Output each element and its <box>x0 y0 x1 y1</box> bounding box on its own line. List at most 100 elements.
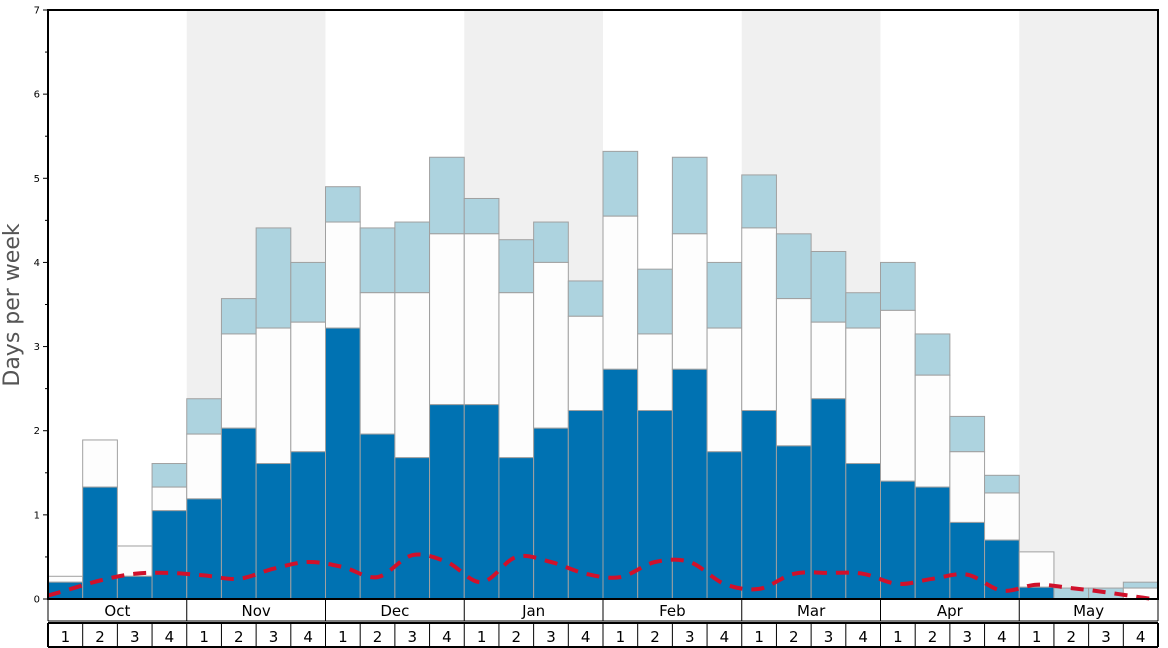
y-tick-label: 2 <box>34 426 40 437</box>
bar-middle-segment <box>290 321 326 453</box>
bar-base-segment <box>394 457 431 600</box>
bar-base-segment <box>498 457 535 600</box>
bar-upper-segment <box>949 415 986 453</box>
bar-base-segment <box>845 463 881 600</box>
bar-upper-segment <box>151 463 188 488</box>
bar-middle-segment <box>949 451 986 523</box>
bar-upper-segment <box>463 197 500 235</box>
bar-upper-segment <box>394 221 431 294</box>
week-label: 2 <box>95 628 105 646</box>
week-label: 1 <box>1032 628 1042 646</box>
bar-middle-segment <box>671 233 708 370</box>
week-label: 2 <box>650 628 660 646</box>
bar-upper-segment <box>602 150 639 217</box>
week-label: 3 <box>1101 628 1111 646</box>
week-label: 1 <box>893 628 903 646</box>
bar-upper-segment <box>220 298 257 335</box>
week-label: 3 <box>546 628 556 646</box>
bar-upper-segment <box>706 261 743 329</box>
bar-base-segment <box>463 404 500 600</box>
month-label-feb: Feb <box>659 602 686 620</box>
bar-middle-segment <box>429 233 465 406</box>
bar-base-segment <box>116 575 153 600</box>
week-label: 2 <box>789 628 799 646</box>
bar-middle-segment <box>394 292 431 459</box>
y-tick-label: 0 <box>34 595 40 606</box>
bar-base-segment <box>741 410 777 600</box>
y-tick-label: 6 <box>34 90 40 101</box>
bar-middle-segment <box>880 309 916 482</box>
bar-middle-segment <box>637 333 673 412</box>
bar-base-segment <box>290 451 326 600</box>
bar-upper-segment <box>914 333 951 376</box>
bar-upper-segment <box>671 156 708 235</box>
week-label: 4 <box>581 628 591 646</box>
bar-base-segment <box>775 445 812 600</box>
bar-middle-segment <box>498 292 535 459</box>
week-label: 3 <box>407 628 417 646</box>
bar-middle-segment <box>82 439 118 488</box>
bar-base-segment <box>255 463 292 600</box>
week-label: 1 <box>477 628 487 646</box>
week-label: 1 <box>754 628 764 646</box>
bar-middle-segment <box>255 327 292 465</box>
bar-middle-segment <box>220 333 257 429</box>
week-label: 2 <box>234 628 244 646</box>
bar-base-segment <box>671 368 708 600</box>
bar-middle-segment <box>151 486 188 512</box>
bar-upper-segment <box>845 292 881 329</box>
week-label: 1 <box>61 628 71 646</box>
bar-upper-segment <box>533 221 569 263</box>
month-shade-may <box>1019 10 1158 599</box>
trend-line-path <box>47 552 1159 602</box>
trend-line <box>47 552 1159 602</box>
month-label-mar: Mar <box>797 602 826 620</box>
bar-upper-segment <box>290 261 326 323</box>
week-label: 4 <box>997 628 1007 646</box>
y-tick-label: 3 <box>34 342 40 353</box>
bar-middle-segment <box>359 292 396 435</box>
month-label-oct: Oct <box>104 602 130 620</box>
y-tick-label: 7 <box>34 6 40 17</box>
week-label: 4 <box>858 628 868 646</box>
week-label: 4 <box>165 628 175 646</box>
week-label: 3 <box>685 628 695 646</box>
week-label: 2 <box>928 628 938 646</box>
month-label-apr: Apr <box>937 602 964 620</box>
week-label: 3 <box>130 628 140 646</box>
bar-base-segment <box>359 433 396 600</box>
bar-upper-segment <box>567 280 604 317</box>
bar-middle-segment <box>810 321 847 400</box>
bar-middle-segment <box>1018 551 1055 588</box>
bar-middle-segment <box>741 227 777 412</box>
bar-upper-segment <box>186 398 222 435</box>
bar-upper-segment <box>984 474 1020 494</box>
bar-upper-segment <box>775 233 812 300</box>
bar-base-segment <box>325 327 361 600</box>
bar-upper-segment <box>1122 581 1159 589</box>
week-label: 4 <box>1136 628 1146 646</box>
bar-upper-segment <box>880 261 916 311</box>
bar-middle-segment <box>914 374 951 488</box>
y-tick-label: 4 <box>34 258 40 269</box>
week-label: 1 <box>616 628 626 646</box>
month-label-may: May <box>1073 602 1104 620</box>
bar-upper-segment <box>255 227 292 329</box>
bar-upper-segment <box>359 227 396 294</box>
y-axis-label: Days per week <box>0 223 25 386</box>
bar-upper-segment <box>810 250 847 323</box>
bar-base-segment <box>533 427 569 600</box>
bar-base-segment <box>706 451 743 600</box>
bar-upper-segment <box>637 268 673 335</box>
bar-middle-segment <box>984 492 1020 541</box>
bar-middle-segment <box>845 327 881 465</box>
bar-upper-segment <box>498 239 535 294</box>
y-axis: 0 1 2 3 4 5 6 7 <box>34 6 48 606</box>
y-tick-label: 5 <box>34 174 40 185</box>
week-label: 4 <box>720 628 730 646</box>
bar-base-segment <box>810 398 847 600</box>
week-label: 3 <box>269 628 279 646</box>
bar-middle-segment <box>533 261 569 429</box>
month-label-nov: Nov <box>241 602 270 620</box>
